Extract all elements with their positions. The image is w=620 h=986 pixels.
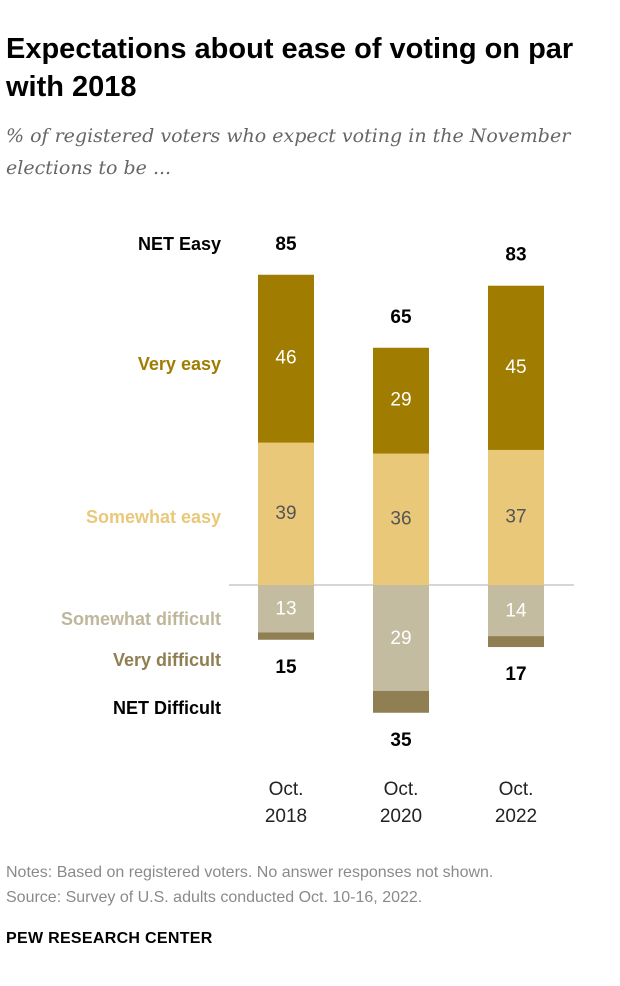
bar-very-easy-2020	[373, 347, 429, 454]
net-difficult-label-2022: 17	[505, 664, 526, 685]
data-label-somewhat-difficult-2020: 29	[390, 628, 411, 649]
legend-label-somewhat-difficult: Somewhat difficult	[61, 609, 221, 629]
data-label-somewhat-difficult-2022: 14	[505, 601, 527, 622]
bar-very-easy-2022	[488, 285, 544, 450]
legend-label-very-difficult: Very difficult	[113, 650, 221, 670]
bar-very-easy-2018	[258, 274, 314, 443]
data-label-very-easy-2018: 46	[275, 348, 296, 369]
legend-label-net-easy: NET Easy	[138, 234, 221, 254]
bar-somewhat-difficult-2020	[373, 585, 429, 691]
category-label-month-2022: Oct.	[499, 779, 534, 800]
notes: Notes: Based on registered voters. No an…	[6, 860, 616, 910]
bar-very-difficult-2018	[258, 632, 314, 640]
data-label-very-easy-2020: 29	[390, 390, 411, 411]
bar-somewhat-easy-2022	[488, 449, 544, 585]
legend-label-somewhat-easy: Somewhat easy	[86, 507, 221, 527]
bar-somewhat-difficult-2018	[258, 585, 314, 633]
net-easy-label-2020: 65	[390, 307, 412, 328]
net-difficult-label-2020: 35	[390, 730, 412, 751]
data-label-somewhat-easy-2018: 39	[275, 503, 296, 524]
net-easy-label-2018: 85	[275, 234, 297, 255]
legend-label-very-easy: Very easy	[138, 354, 221, 374]
category-label-year-2018: 2018	[265, 806, 307, 827]
bar-very-difficult-2022	[488, 636, 544, 648]
category-label-year-2022: 2022	[495, 806, 537, 827]
pew-research-center-logo: PEW RESEARCH CENTER	[6, 930, 213, 947]
bar-somewhat-easy-2018	[258, 442, 314, 585]
data-label-somewhat-easy-2020: 36	[390, 508, 411, 529]
category-label-month-2018: Oct.	[269, 779, 304, 800]
category-label-month-2020: Oct.	[384, 779, 419, 800]
bar-somewhat-easy-2020	[373, 453, 429, 585]
net-difficult-label-2018: 15	[275, 657, 297, 678]
category-label-year-2020: 2020	[380, 806, 422, 827]
data-label-somewhat-difficult-2018: 13	[275, 599, 296, 620]
bar-somewhat-difficult-2022	[488, 585, 544, 637]
source-text: Source: Survey of U.S. adults conducted …	[6, 889, 423, 906]
notes-text: Notes: Based on registered voters. No an…	[6, 864, 494, 881]
chart-title: Expectations about ease of voting on par…	[6, 33, 574, 103]
chart-subtitle: % of registered voters who expect voting…	[6, 125, 571, 179]
net-easy-label-2022: 83	[505, 245, 526, 266]
legend-label-net-difficult: NET Difficult	[113, 698, 221, 718]
bar-very-difficult-2020	[373, 690, 429, 713]
data-label-very-easy-2022: 45	[505, 357, 526, 378]
data-label-somewhat-easy-2022: 37	[505, 506, 526, 527]
